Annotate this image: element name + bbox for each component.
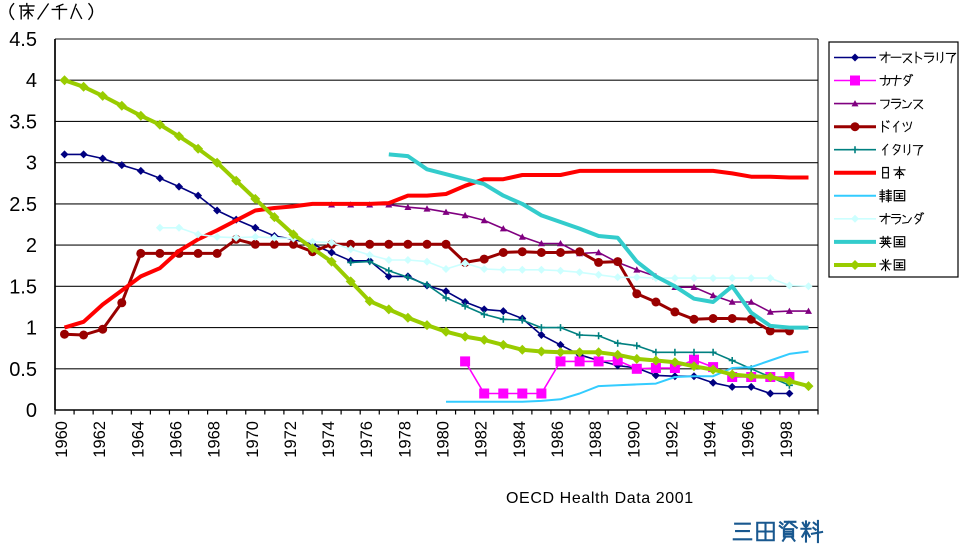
svg-text:2.5: 2.5 bbox=[9, 194, 37, 216]
svg-text:1974: 1974 bbox=[320, 421, 338, 458]
svg-text:1984: 1984 bbox=[511, 421, 529, 458]
svg-text:1994: 1994 bbox=[702, 421, 720, 458]
svg-text:1990: 1990 bbox=[625, 421, 643, 458]
svg-text:0.5: 0.5 bbox=[9, 359, 37, 381]
svg-text:1978: 1978 bbox=[396, 421, 414, 458]
svg-text:OECD Health Data 2001: OECD Health Data 2001 bbox=[506, 490, 694, 507]
svg-text:4.5: 4.5 bbox=[9, 29, 37, 51]
svg-text:3: 3 bbox=[26, 153, 37, 175]
svg-text:1992: 1992 bbox=[663, 421, 681, 458]
svg-text:1972: 1972 bbox=[282, 421, 300, 458]
svg-text:1998: 1998 bbox=[778, 421, 796, 458]
svg-text:1964: 1964 bbox=[129, 421, 147, 458]
svg-text:1988: 1988 bbox=[587, 421, 605, 458]
svg-text:1: 1 bbox=[26, 318, 37, 340]
svg-text:1982: 1982 bbox=[473, 421, 491, 458]
svg-text:1970: 1970 bbox=[244, 421, 262, 458]
svg-text:1960: 1960 bbox=[53, 421, 71, 458]
svg-text:2: 2 bbox=[26, 235, 37, 257]
svg-text:1966: 1966 bbox=[168, 421, 186, 458]
svg-text:1962: 1962 bbox=[91, 421, 109, 458]
svg-text:1976: 1976 bbox=[358, 421, 376, 458]
svg-text:4: 4 bbox=[26, 70, 37, 92]
svg-text:1996: 1996 bbox=[740, 421, 758, 458]
svg-text:3.5: 3.5 bbox=[9, 111, 37, 133]
svg-text:1980: 1980 bbox=[435, 421, 453, 458]
svg-text:0: 0 bbox=[26, 400, 37, 422]
svg-text:1986: 1986 bbox=[549, 421, 567, 458]
svg-text:1.5: 1.5 bbox=[9, 276, 37, 298]
svg-text:1968: 1968 bbox=[206, 421, 224, 458]
